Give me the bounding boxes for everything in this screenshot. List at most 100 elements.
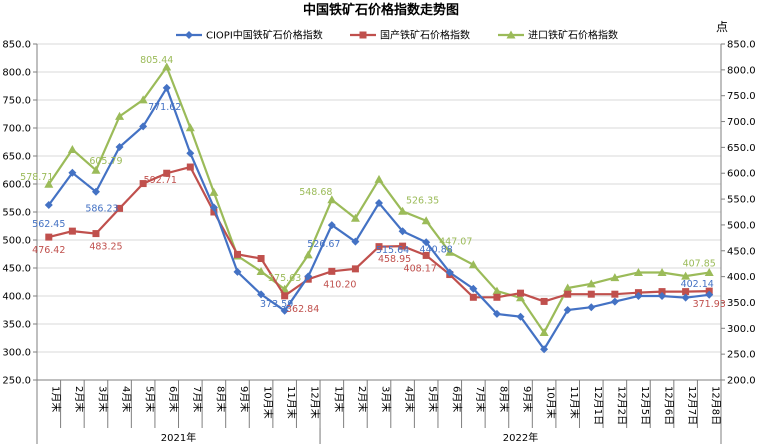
category-label: 8月末 [497,386,510,412]
right-axis-unit: 点 [716,20,728,34]
data-point-marker [587,303,596,312]
data-label: 458.95 [378,254,411,265]
data-point-marker [493,293,501,301]
category-label: 7月末 [474,386,487,412]
data-point-marker [92,230,100,238]
category-label: 12月末 [309,386,322,419]
category-label: 10月末 [262,386,275,419]
data-point-marker [516,312,525,321]
series-2 [44,62,714,336]
legend-item: 国产铁矿石价格指数 [350,29,470,42]
left-tick-label: 500.0 [2,236,31,247]
data-point-marker [421,216,431,225]
data-point-marker [657,267,667,276]
data-point-marker [506,30,516,39]
category-label: 12月7日 [686,386,698,425]
data-point-marker [280,306,289,315]
year-label: 2022年 [503,431,538,444]
left-tick-label: 550.0 [2,208,31,219]
category-label: 12月8日 [710,386,722,425]
chart-title: 中国铁矿石价格指数走势图 [303,2,459,18]
data-point-marker [139,180,147,188]
right-tick-label: 450.0 [727,246,756,257]
category-label: 3月末 [380,386,393,412]
category-label: 1月末 [49,386,62,412]
data-label: 375.63 [268,273,301,284]
data-point-marker [564,290,572,298]
data-point-marker [586,279,596,288]
data-point-marker [162,83,171,92]
data-point-marker [705,290,714,299]
data-point-marker [681,293,690,302]
left-tick-label: 700.0 [2,124,31,135]
data-point-marker [704,268,714,277]
right-tick-label: 750.0 [727,91,756,102]
left-tick-label: 350.0 [2,320,31,331]
right-tick-label: 250.0 [727,350,756,361]
left-tick-label: 400.0 [2,292,31,303]
category-label: 12月2日 [615,386,627,425]
data-point-marker [91,165,101,174]
data-label: 362.84 [286,304,319,315]
left-tick-label: 250.0 [2,376,31,387]
data-point-marker [44,201,53,210]
data-point-marker [682,288,690,296]
year-label: 2021年 [161,431,196,444]
series-line [47,85,710,352]
data-point-marker [681,271,691,280]
data-label: 515.64 [376,245,409,256]
data-point-marker [138,95,148,104]
series-lines [44,62,714,354]
series-0 [44,83,714,354]
data-point-marker [398,227,407,236]
category-label: 5月末 [427,386,440,412]
data-label: 408.17 [404,263,437,274]
data-label: 548.68 [299,187,332,198]
legend-label: 进口铁矿石价格指数 [528,29,618,42]
data-point-marker [281,292,289,300]
category-label: 10月末 [545,386,558,419]
category-label: 11月末 [285,386,298,419]
category-label: 9月末 [521,386,534,412]
data-point-marker [445,247,455,256]
data-point-marker [162,62,172,71]
left-tick-label: 750.0 [2,96,31,107]
data-point-marker [185,31,193,39]
left-tick-label: 300.0 [2,348,31,359]
data-label: 526.35 [406,195,439,206]
data-label: 771.62 [148,102,181,113]
data-point-marker [398,206,408,215]
data-point-marker [351,237,360,246]
category-label: 2月末 [73,386,86,412]
left-tick-label: 850.0 [2,40,31,51]
data-label: 447.07 [439,236,472,247]
data-point-marker [139,122,148,131]
data-label: 410.20 [323,279,356,290]
data-point-marker [422,238,431,247]
data-point-marker [233,267,242,276]
data-point-marker [233,250,241,258]
data-label: 578.71 [20,172,53,183]
data-point-marker [540,345,549,354]
category-label: 9月末 [238,386,251,412]
data-point-marker [469,284,478,293]
legend-label: 国产铁矿石价格指数 [380,29,470,42]
data-point-marker [634,292,643,300]
data-point-marker [374,174,384,183]
data-point-marker [45,233,53,241]
data-label: 562.45 [32,219,65,230]
category-label: 12月1日 [592,386,604,425]
data-point-marker [539,327,549,336]
data-label: 526.67 [307,239,340,250]
data-point-marker [257,290,266,299]
data-point-marker [256,266,266,275]
category-label: 12月5日 [639,386,651,425]
right-tick-label: 200.0 [727,376,756,387]
data-point-marker [563,283,573,292]
data-point-marker [257,255,265,263]
category-label: 5月末 [144,386,157,412]
data-point-marker [115,111,125,120]
data-label: 805.44 [140,55,173,66]
